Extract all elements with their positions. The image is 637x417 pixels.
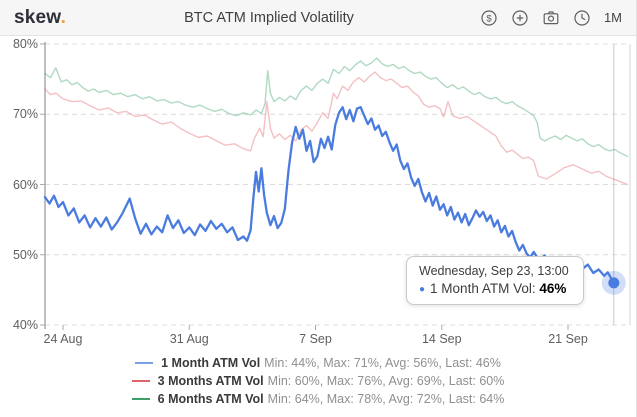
x-tick-label: 7 Sep: [299, 332, 332, 346]
app-header: skew. BTC ATM Implied Volatility $ 1M: [0, 0, 636, 36]
y-tick-label: 40%: [12, 318, 38, 332]
series-line-3: [44, 57, 629, 158]
legend-series-stats: Min: 60%, Max: 76%, Avg: 69%, Last: 60%: [267, 374, 505, 388]
series-bullet-icon: ●: [419, 284, 426, 295]
x-tick-label: 31 Aug: [169, 332, 209, 346]
y-tick-label: 70%: [12, 107, 38, 122]
interval-selector[interactable]: 1M: [603, 10, 622, 25]
legend-dash-icon: [131, 398, 150, 400]
toolbar: $ 1M: [480, 0, 622, 35]
zoom-add-icon[interactable]: [511, 9, 529, 27]
currency-units-icon[interactable]: $: [480, 9, 498, 27]
chart-tooltip: Wednesday, Sep 23, 13:00 ● 1 Month ATM Vo…: [406, 256, 584, 305]
legend-dash-icon: [131, 380, 150, 382]
tooltip-value: 46%: [539, 281, 567, 296]
x-tick-label: 14 Sep: [421, 332, 462, 346]
hover-marker-dot: [608, 277, 620, 289]
legend-dash-icon: [135, 362, 154, 364]
series-line-1: [43, 106, 615, 285]
tooltip-series-label: 1 Month ATM Vol:: [430, 281, 540, 296]
logo-dot: .: [60, 6, 67, 28]
svg-text:$: $: [486, 13, 492, 24]
tooltip-series-row: ● 1 Month ATM Vol: 46%: [419, 281, 569, 296]
legend-series-name: 6 Months ATM Vol: [157, 392, 264, 406]
series-line-2: [44, 71, 629, 186]
legend-item-3[interactable]: 6 Months ATM Vol Min: 64%, Max: 78%, Avg:…: [0, 390, 636, 408]
y-tick-label: 80%: [12, 37, 38, 51]
legend-item-2[interactable]: 3 Months ATM Vol Min: 60%, Max: 76%, Avg:…: [0, 372, 636, 390]
legend-series-name: 1 Month ATM Vol: [161, 356, 261, 370]
y-tick-label: 50%: [12, 247, 38, 262]
tooltip-date: Wednesday, Sep 23, 13:00: [419, 264, 569, 278]
camera-snapshot-icon[interactable]: [542, 9, 560, 27]
x-tick-label: 24 Aug: [43, 332, 83, 346]
legend-item-1[interactable]: 1 Month ATM Vol Min: 44%, Max: 71%, Avg: …: [0, 354, 636, 372]
legend-series-stats: Min: 44%, Max: 71%, Avg: 56%, Last: 46%: [264, 356, 501, 370]
legend-series-name: 3 Months ATM Vol: [157, 374, 264, 388]
x-tick-label: 21 Sep: [548, 332, 588, 346]
skew-logo[interactable]: skew.: [14, 7, 66, 29]
logo-text: skew: [14, 6, 61, 28]
legend-series-stats: Min: 64%, Max: 78%, Avg: 72%, Last: 64%: [267, 392, 505, 406]
time-interval-icon[interactable]: [573, 9, 591, 27]
chart-legend: 1 Month ATM Vol Min: 44%, Max: 71%, Avg: …: [0, 354, 636, 408]
page-title: BTC ATM Implied Volatility: [184, 9, 354, 26]
y-tick-label: 60%: [12, 177, 38, 192]
